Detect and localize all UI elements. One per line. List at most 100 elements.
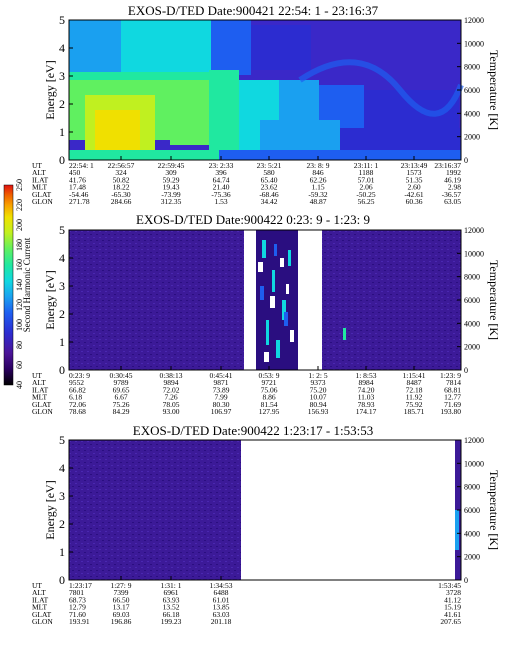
cell-value: 71.69 <box>444 400 461 409</box>
cell-value: 78.68 <box>69 407 86 416</box>
cell-value: 75.26 <box>113 400 130 409</box>
panel-2-y2label: Temperature [K] <box>487 260 501 340</box>
row-label: GLON <box>32 407 53 416</box>
panel-3-heatmap <box>69 440 461 580</box>
cell-value: 201.18 <box>211 617 232 626</box>
row-label: UT <box>32 161 42 170</box>
row-label: MLT <box>32 603 48 612</box>
ytick-label: 3 <box>59 489 65 503</box>
cell-value: 23.62 <box>261 183 278 192</box>
panel-2-title: EXOS-D/TED Date:900422 0:23: 9 - 1:23: 9 <box>136 212 370 227</box>
cell-value: 1:27: 9 <box>110 581 131 590</box>
row-label: UT <box>32 581 42 590</box>
ytick-label: 3 <box>59 279 65 293</box>
cell-value: 1188 <box>359 168 374 177</box>
cell-value: 846 <box>312 168 324 177</box>
row-label: GLAT <box>32 400 52 409</box>
cell-value: 72.06 <box>69 400 86 409</box>
cell-value: 1:31: 1 <box>160 581 181 590</box>
cell-value: 17.48 <box>69 183 86 192</box>
colorbar-label: Second Harmonic Current <box>22 237 32 332</box>
panel-2-ylabel: Energy [eV] <box>43 270 57 329</box>
y2tick-label: 6000 <box>464 506 480 515</box>
row-label: GLAT <box>32 190 52 199</box>
cell-value: 9373 <box>311 378 326 387</box>
colorbar-tick-label: 180 <box>15 239 24 251</box>
cell-value: 106.97 <box>211 407 232 416</box>
panel-1-title: EXOS-D/TED Date:900421 22:54: 1 - 23:16:… <box>128 3 379 18</box>
cell-value: 271.78 <box>69 197 90 206</box>
cell-value: 63.03 <box>213 610 230 619</box>
cell-value: 62.26 <box>310 175 327 184</box>
cell-value: 127.95 <box>259 407 280 416</box>
ytick-label: 2 <box>59 307 65 321</box>
cell-value: 57.01 <box>358 175 375 184</box>
panel-2-heatmap <box>69 230 461 370</box>
cell-value: 8487 <box>407 378 422 387</box>
cell-value: 2.06 <box>359 183 372 192</box>
y2tick-label: 12000 <box>464 436 484 445</box>
cell-value: 193.91 <box>69 617 90 626</box>
ytick-label: 1 <box>59 335 65 349</box>
cell-value: 66.18 <box>163 610 180 619</box>
cell-value: 23: 8: 9 <box>307 161 330 170</box>
cell-value: -54.46 <box>69 190 89 199</box>
cell-value: 6.67 <box>114 393 127 402</box>
cell-value: 324 <box>115 168 127 177</box>
cell-value: -65.30 <box>111 190 131 199</box>
ytick-label: 0 <box>59 363 65 377</box>
ytick-label: 4 <box>59 251 65 265</box>
panel-3-yticks: 0 1 2 3 4 5 <box>59 433 73 587</box>
cell-value: 185.71 <box>404 407 425 416</box>
cell-value: -75.36 <box>211 190 231 199</box>
cell-value: 9552 <box>69 378 84 387</box>
cell-value: 1: 8:53 <box>355 371 376 380</box>
cell-value: 22:54: 1 <box>69 161 94 170</box>
cell-value: 71.60 <box>69 610 86 619</box>
cell-value: 7399 <box>114 588 129 597</box>
cell-value: 0:38:13 <box>160 371 183 380</box>
cell-value: 1:34:53 <box>210 581 233 590</box>
cell-value: 6961 <box>164 588 179 597</box>
cell-value: 396 <box>215 168 227 177</box>
colorbar-tick-label: 100 <box>15 319 24 331</box>
cell-value: 1.15 <box>311 183 324 192</box>
y2tick-label: 12000 <box>464 226 484 235</box>
y2tick-label: 0 <box>464 576 468 585</box>
cell-value: 9894 <box>164 378 179 387</box>
cell-value: 72.18 <box>406 385 423 394</box>
y2tick-label: 4000 <box>464 319 480 328</box>
cell-value: 68.73 <box>69 595 86 604</box>
panel-1-yticks: 0 1 2 3 4 5 <box>59 13 73 167</box>
ytick-label: 3 <box>59 69 65 83</box>
cell-value: 9721 <box>262 378 277 387</box>
cell-value: 46.19 <box>444 175 461 184</box>
cell-value: 3728 <box>446 588 461 597</box>
cell-value: 2.98 <box>448 183 461 192</box>
cell-value: 84.29 <box>113 407 130 416</box>
cell-value: 1573 <box>407 168 422 177</box>
cell-value: 78.93 <box>358 400 375 409</box>
ytick-label: 5 <box>59 13 65 27</box>
colorbar-tick-label: 220 <box>15 199 24 211</box>
cell-value: 7814 <box>446 378 461 387</box>
cell-value: 69.65 <box>113 385 130 394</box>
cell-value: 75.20 <box>310 385 327 394</box>
cell-value: 81.54 <box>261 400 278 409</box>
panel-1-heatmap <box>69 20 464 160</box>
cell-value: 11.03 <box>358 393 375 402</box>
y2tick-label: 2000 <box>464 553 480 562</box>
panel-2-yticks: 0 1 2 3 4 5 <box>59 223 73 377</box>
cell-value: 80.94 <box>310 400 327 409</box>
ytick-label: 5 <box>59 433 65 447</box>
cell-value: 78.05 <box>163 400 180 409</box>
colorbar-tick-label: 140 <box>15 279 24 291</box>
cell-value: 1:53:45 <box>438 581 461 590</box>
cell-value: 174.17 <box>356 407 377 416</box>
y2tick-label: 10000 <box>464 39 484 48</box>
panel-2-y2ticks: 0 2000 4000 6000 8000 10000 12000 <box>457 226 484 375</box>
cell-value: 1992 <box>446 168 461 177</box>
ytick-label: 0 <box>59 153 65 167</box>
